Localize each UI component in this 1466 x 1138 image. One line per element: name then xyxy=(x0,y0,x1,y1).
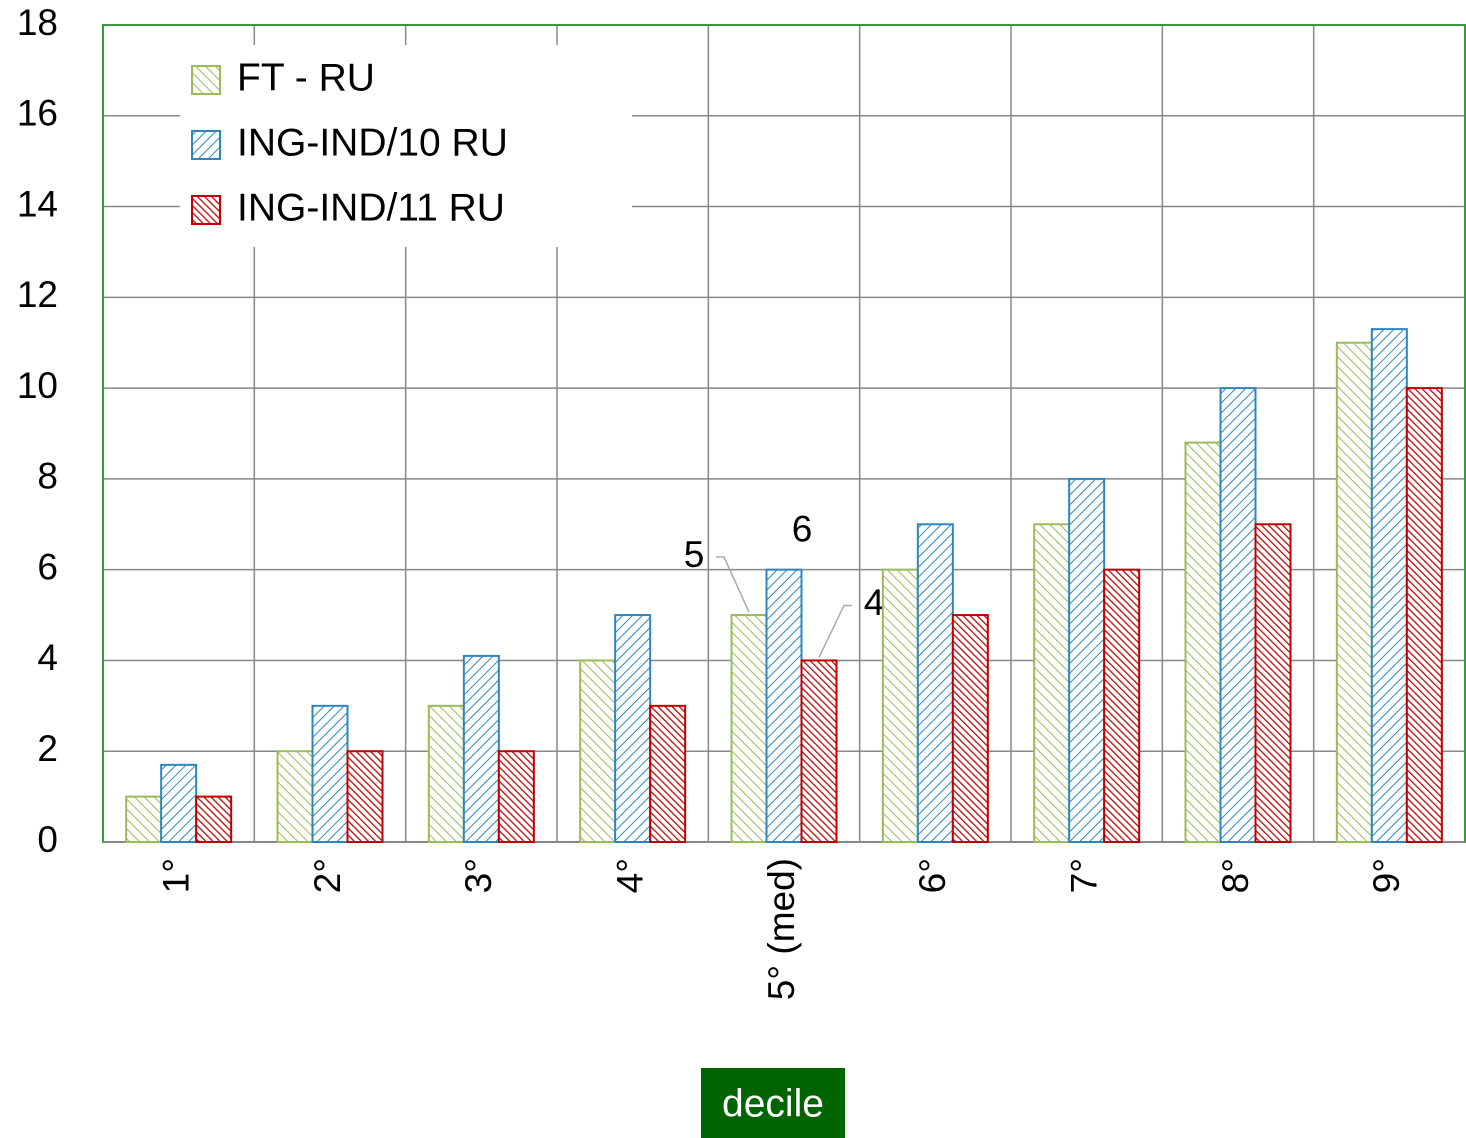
bar xyxy=(1068,477,1106,843)
x-tick-label: 2° xyxy=(307,858,348,893)
bar xyxy=(346,750,384,844)
y-tick-label: 8 xyxy=(37,456,58,497)
data-label: 4 xyxy=(864,582,885,623)
x-tick-label: 5° (med) xyxy=(761,858,802,1000)
bar xyxy=(951,614,989,843)
y-tick-label: 14 xyxy=(17,183,58,224)
x-axis-title-box xyxy=(701,1068,845,1138)
bar xyxy=(276,750,314,844)
y-tick-label: 12 xyxy=(17,274,58,315)
bar xyxy=(881,568,919,844)
bar xyxy=(125,795,163,843)
bar xyxy=(800,659,838,844)
y-tick-label: 16 xyxy=(17,93,58,134)
leader-line xyxy=(818,604,852,658)
bar xyxy=(1219,387,1257,843)
x-tick-label: 9° xyxy=(1366,858,1407,893)
bar xyxy=(916,523,954,843)
bar xyxy=(1103,568,1141,844)
legend-swatch xyxy=(191,195,221,225)
y-tick-label: 4 xyxy=(37,637,58,678)
y-tick-label: 2 xyxy=(37,728,58,769)
bar xyxy=(160,763,198,843)
bar xyxy=(1405,387,1443,843)
x-tick-label: 1° xyxy=(155,858,196,893)
y-tick-label: 6 xyxy=(37,546,58,587)
data-label: 6 xyxy=(792,508,813,549)
bar xyxy=(730,614,768,843)
bar xyxy=(497,750,535,844)
bar xyxy=(1184,441,1222,843)
bar xyxy=(462,654,500,844)
legend-swatch xyxy=(191,65,221,95)
legend-label: FT - RU xyxy=(237,56,375,99)
bar xyxy=(649,704,687,843)
x-tick-label: 6° xyxy=(912,858,953,893)
bar xyxy=(1370,328,1408,844)
x-tick-label: 7° xyxy=(1063,858,1104,893)
bar xyxy=(311,704,349,843)
bar xyxy=(1254,523,1292,843)
leader-line xyxy=(716,556,750,613)
bar xyxy=(614,614,652,843)
y-tick-label: 0 xyxy=(37,819,58,860)
y-tick-label: 18 xyxy=(17,2,58,43)
legend-label: ING-IND/11 RU xyxy=(237,186,505,229)
legend-label: ING-IND/10 RU xyxy=(237,121,508,164)
x-tick-label: 8° xyxy=(1215,858,1256,893)
legend-box xyxy=(180,45,632,247)
data-label: 5 xyxy=(684,534,705,575)
x-tick-label: 4° xyxy=(609,858,650,893)
bar xyxy=(1335,341,1373,843)
bar xyxy=(579,659,617,844)
x-tick-label: 3° xyxy=(458,858,499,893)
bar xyxy=(195,795,233,843)
y-tick-label: 10 xyxy=(17,365,58,406)
bar xyxy=(1033,523,1071,843)
legend-swatch xyxy=(191,130,221,160)
x-axis-title: decile xyxy=(722,1082,824,1125)
bar xyxy=(427,704,465,843)
bar xyxy=(765,568,803,844)
